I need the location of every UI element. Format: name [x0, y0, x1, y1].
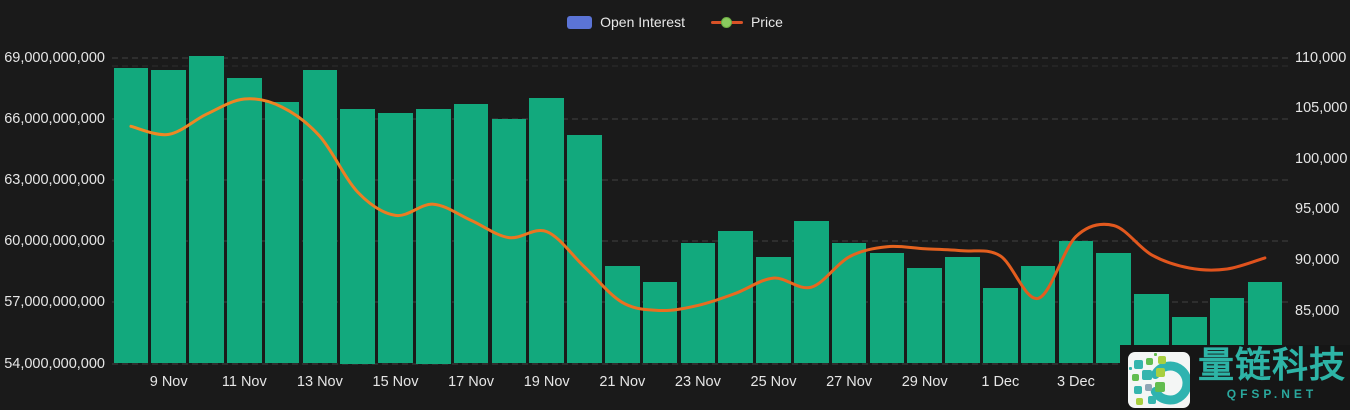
x-axis-label-1-dec: 1 Dec	[981, 374, 1020, 390]
legend-label-open-interest: Open Interest	[600, 14, 685, 30]
left-axis-tick-label: 54,000,000,000	[4, 355, 105, 372]
x-axis-label-29-nov: 29 Nov	[901, 374, 948, 390]
gridline	[112, 117, 1292, 120]
bar-20-nov[interactable]	[567, 135, 602, 364]
right-axis-tick-label: 90,000	[1295, 251, 1340, 268]
watermark: 量链科技 QFSP.NET	[1120, 345, 1350, 410]
left-axis-tick-label: 63,000,000,000	[4, 171, 105, 188]
right-axis-tick-label: 105,000	[1295, 100, 1348, 117]
watermark-text-block: 量链科技 QFSP.NET	[1194, 344, 1350, 402]
price-line[interactable]	[129, 97, 1267, 313]
bar-22-nov[interactable]	[642, 281, 678, 364]
gridline	[112, 240, 1292, 243]
price-line-marker-icon	[710, 16, 743, 28]
bar-25-nov[interactable]	[756, 257, 791, 364]
x-axis-label-25-nov: 25 Nov	[750, 374, 797, 390]
bar-18-nov[interactable]	[491, 118, 527, 364]
right-axis-tick-label: 95,000	[1295, 201, 1340, 218]
bar-8-nov[interactable]	[113, 67, 149, 364]
gridline-faint	[112, 64, 1292, 67]
right-axis-tick-label: 85,000	[1295, 302, 1340, 319]
x-axis-label-27-nov: 27 Nov	[826, 374, 873, 390]
gridline	[112, 178, 1292, 181]
bar-28-nov[interactable]	[869, 253, 905, 364]
bar-30-nov[interactable]	[945, 257, 980, 364]
price-marker-dot	[721, 16, 733, 28]
watermark-domain-text: QFSP.NET	[1226, 387, 1318, 401]
bar-9-nov[interactable]	[151, 69, 187, 364]
bar-15-nov[interactable]	[378, 112, 413, 364]
x-axis-label-23-nov: 23 Nov	[674, 374, 721, 390]
bar-17-nov[interactable]	[453, 104, 489, 364]
x-axis-label-17-nov: 17 Nov	[448, 374, 495, 390]
x-axis-label-15-nov: 15 Nov	[372, 374, 419, 390]
bar-1-dec[interactable]	[982, 288, 1018, 364]
open-interest-swatch-icon	[567, 15, 593, 29]
right-axis-tick-label: 110,000	[1295, 49, 1347, 66]
bar-27-nov[interactable]	[831, 243, 867, 364]
bar-13-nov[interactable]	[302, 69, 338, 364]
bar-2-dec[interactable]	[1020, 265, 1056, 364]
left-axis-tick-label: 60,000,000,000	[4, 233, 105, 250]
legend-label-price: Price	[750, 14, 783, 30]
left-axis-tick-label: 69,000,000,000	[4, 49, 105, 66]
x-axis-label-9-nov: 9 Nov	[149, 374, 188, 390]
bar-3-dec[interactable]	[1058, 241, 1094, 364]
x-axis-label-3-dec: 3 Dec	[1056, 374, 1095, 390]
gridline	[112, 362, 1292, 365]
gridline	[112, 56, 1292, 59]
watermark-logo-icon	[1128, 352, 1190, 408]
bar-14-nov[interactable]	[340, 108, 376, 364]
right-axis-tick-label: 100,000	[1295, 150, 1348, 167]
bar-21-nov[interactable]	[604, 265, 640, 364]
bar-16-nov[interactable]	[415, 108, 451, 364]
bar-12-nov[interactable]	[264, 102, 300, 364]
watermark-brand-text: 量链科技	[1197, 344, 1346, 385]
x-axis-label-13-nov: 13 Nov	[296, 374, 343, 390]
chart-legend: Open Interest Price	[0, 10, 1350, 34]
bar-11-nov[interactable]	[226, 77, 262, 364]
bar-26-nov[interactable]	[793, 220, 829, 364]
bar-29-nov[interactable]	[907, 267, 943, 364]
legend-item-open-interest[interactable]: Open Interest	[567, 14, 685, 30]
x-axis-label-21-nov: 21 Nov	[599, 374, 646, 390]
legend-item-price[interactable]: Price	[710, 14, 783, 30]
left-axis-tick-label: 66,000,000,000	[4, 110, 105, 127]
x-axis-label-19-nov: 19 Nov	[523, 374, 570, 390]
left-axis-tick-label: 57,000,000,000	[4, 294, 105, 311]
x-axis-label-11-nov: 11 Nov	[221, 374, 267, 390]
